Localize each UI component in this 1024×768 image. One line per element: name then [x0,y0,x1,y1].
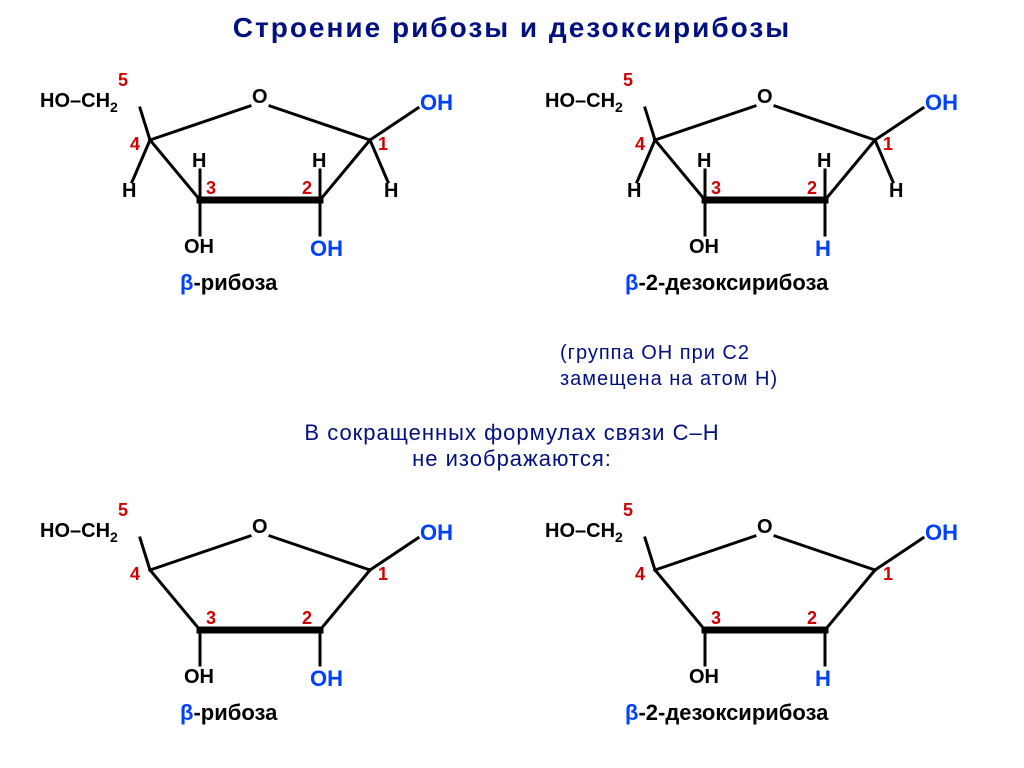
molecule-ribose-short: OHO–CH25OH1234OHOHβ-рибоза [40,490,480,710]
molecule-caption: β-рибоза [180,270,277,296]
subtitle: В сокращенных формулах связи С–Н не изоб… [0,420,1024,472]
c3-oh: OH [689,236,719,259]
carbon-4-number: 4 [130,134,140,155]
carbon-5-number: 5 [623,500,633,521]
c3-h-inner: H [192,150,206,173]
ring-oxygen: O [757,86,773,109]
c2-substituent: H [815,236,831,262]
carbon-2-number: 2 [807,608,817,629]
note-l2: замещена на атом Н) [560,368,778,390]
carbon-2-number: 2 [302,608,312,629]
c2-substituent: OH [310,666,343,692]
carbon-5-number: 5 [118,500,128,521]
carbon-3-number: 3 [711,608,721,629]
carbon-4-number: 4 [635,564,645,585]
carbon-2-number: 2 [302,178,312,199]
molecule-caption: β-2-дезоксирибоза [625,270,828,296]
carbon-1-number: 1 [883,134,893,155]
c2-h-inner: H [312,150,326,173]
hoch2-group: HO–CH2 [40,90,118,115]
carbon-5-number: 5 [118,70,128,91]
ring-oxygen: O [757,516,773,539]
molecule-deoxyribose-full: OHO–CH25OH1234OHHHHHHβ-2-дезоксирибоза [545,60,985,280]
c3-h-inner: H [697,150,711,173]
hoch2-group: HO–CH2 [40,520,118,545]
carbon-4-number: 4 [635,134,645,155]
anomeric-oh: OH [925,520,958,546]
anomeric-oh: OH [420,90,453,116]
carbon-1-number: 1 [883,564,893,585]
c4-h-outer: H [122,180,136,203]
carbon-1-number: 1 [378,564,388,585]
c4-h-outer: H [627,180,641,203]
molecule-caption: β-рибоза [180,700,277,726]
carbon-1-number: 1 [378,134,388,155]
c2-substituent: OH [310,236,343,262]
c3-oh: OH [184,236,214,259]
carbon-2-number: 2 [807,178,817,199]
anomeric-oh: OH [925,90,958,116]
molecule-ribose-full: OHO–CH25OH1234OHOHHHHHβ-рибоза [40,60,480,280]
c1-h-outer: H [384,180,398,203]
c3-oh: OH [184,666,214,689]
carbon-5-number: 5 [623,70,633,91]
deoxy-note: (группа ОН при С2 замещена на атом Н) [560,340,778,392]
note-l1: (группа ОН при С2 [560,342,750,364]
ring-oxygen: O [252,86,268,109]
carbon-4-number: 4 [130,564,140,585]
carbon-3-number: 3 [206,178,216,199]
c2-h-inner: H [817,150,831,173]
hoch2-group: HO–CH2 [545,520,623,545]
carbon-3-number: 3 [711,178,721,199]
hoch2-group: HO–CH2 [545,90,623,115]
carbon-3-number: 3 [206,608,216,629]
c2-substituent: H [815,666,831,692]
subtitle-l1: В сокращенных формулах связи С–Н [304,420,719,445]
c1-h-outer: H [889,180,903,203]
ring-oxygen: O [252,516,268,539]
anomeric-oh: OH [420,520,453,546]
molecule-deoxyribose-short: OHO–CH25OH1234OHHβ-2-дезоксирибоза [545,490,985,710]
c3-oh: OH [689,666,719,689]
molecule-caption: β-2-дезоксирибоза [625,700,828,726]
subtitle-l2: не изображаются: [412,446,612,471]
page-title: Строение рибозы и дезоксирибозы [0,12,1024,44]
